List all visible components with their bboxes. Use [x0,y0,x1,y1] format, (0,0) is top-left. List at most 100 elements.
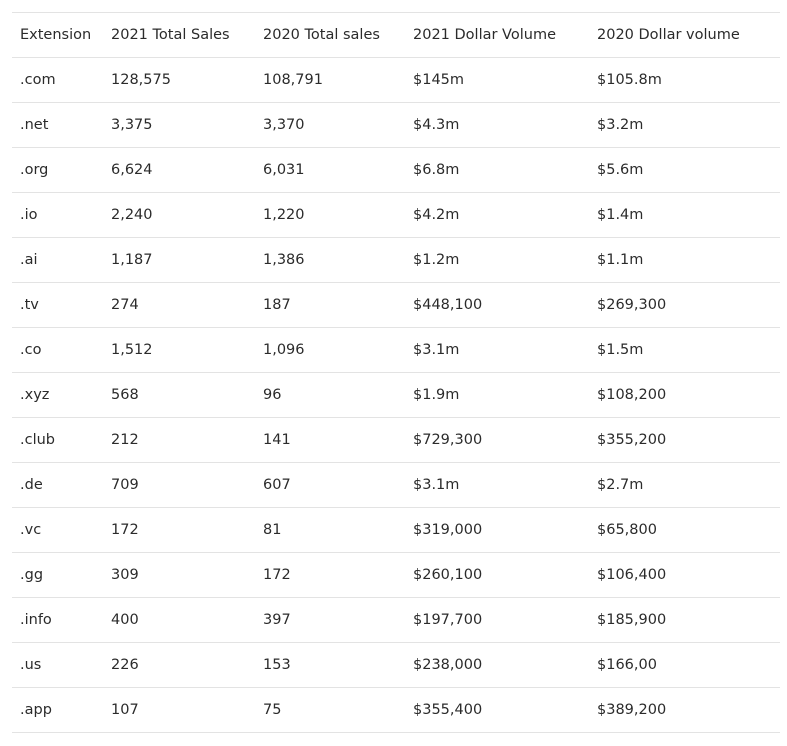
cell-2020-dollar-volume: $1.4m [589,192,780,238]
cell-2021-total-sales: 6,624 [103,147,255,193]
cell-extension: .com [12,57,103,103]
cell-2020-dollar-volume: $106,400 [589,552,780,598]
table-row: .co 1,512 1,096 $3.1m $1.5m [12,327,780,373]
table-header: Extension 2021 Total Sales 2020 Total sa… [12,12,780,58]
cell-2020-dollar-volume: $389,200 [589,687,780,733]
cell-extension: .us [12,642,103,688]
cell-2020-total-sales: 397 [255,597,405,643]
cell-extension: .app [12,687,103,733]
table-row: .xyz 568 96 $1.9m $108,200 [12,372,780,418]
table-row: .gg 309 172 $260,100 $106,400 [12,552,780,598]
cell-2020-dollar-volume: $5.6m [589,147,780,193]
cell-2021-dollar-volume: $448,100 [405,282,589,328]
cell-2021-total-sales: 400 [103,597,255,643]
cell-2021-total-sales: 568 [103,372,255,418]
cell-2020-dollar-volume: $1.1m [589,237,780,283]
cell-2021-dollar-volume: $729,300 [405,417,589,463]
cell-2021-dollar-volume: $3.1m [405,327,589,373]
table-row: .org 6,624 6,031 $6.8m $5.6m [12,147,780,193]
cell-2020-total-sales: 1,220 [255,192,405,238]
cell-2020-dollar-volume: $269,300 [589,282,780,328]
cell-2021-total-sales: 3,375 [103,102,255,148]
cell-extension: .de [12,462,103,508]
cell-2021-total-sales: 128,575 [103,57,255,103]
cell-2020-dollar-volume: $185,900 [589,597,780,643]
cell-extension: .gg [12,552,103,598]
cell-2021-dollar-volume: $1.9m [405,372,589,418]
cell-2021-dollar-volume: $1.2m [405,237,589,283]
cell-2021-total-sales: 274 [103,282,255,328]
table-row: .net 3,375 3,370 $4.3m $3.2m [12,102,780,148]
header-extension: Extension [12,12,103,58]
cell-2021-total-sales: 212 [103,417,255,463]
cell-2020-total-sales: 153 [255,642,405,688]
cell-extension: .ai [12,237,103,283]
cell-2020-total-sales: 172 [255,552,405,598]
cell-2020-total-sales: 75 [255,687,405,733]
cell-extension: .info [12,597,103,643]
cell-extension: .vc [12,507,103,553]
cell-2020-dollar-volume: $108,200 [589,372,780,418]
cell-2021-total-sales: 709 [103,462,255,508]
cell-2020-total-sales: 1,386 [255,237,405,283]
cell-extension: .xyz [12,372,103,418]
cell-2021-dollar-volume: $260,100 [405,552,589,598]
cell-2020-total-sales: 141 [255,417,405,463]
cell-2021-dollar-volume: $145m [405,57,589,103]
cell-2021-dollar-volume: $4.2m [405,192,589,238]
domain-sales-table: Extension 2021 Total Sales 2020 Total sa… [12,12,780,733]
cell-extension: .io [12,192,103,238]
table-row: .io 2,240 1,220 $4.2m $1.4m [12,192,780,238]
header-2021-total-sales: 2021 Total Sales [103,12,255,58]
table-body: .com 128,575 108,791 $145m $105.8m .net 3,375 3… [12,57,780,733]
cell-2021-total-sales: 2,240 [103,192,255,238]
cell-2020-dollar-volume: $3.2m [589,102,780,148]
cell-2021-dollar-volume: $355,400 [405,687,589,733]
cell-2020-dollar-volume: $355,200 [589,417,780,463]
cell-2021-total-sales: 1,187 [103,237,255,283]
table-row: .tv 274 187 $448,100 $269,300 [12,282,780,328]
cell-2020-dollar-volume: $2.7m [589,462,780,508]
cell-2020-total-sales: 81 [255,507,405,553]
table-row: .com 128,575 108,791 $145m $105.8m [12,57,780,103]
table-row: .ai 1,187 1,386 $1.2m $1.1m [12,237,780,283]
cell-2021-total-sales: 172 [103,507,255,553]
cell-2021-dollar-volume: $319,000 [405,507,589,553]
cell-2021-dollar-volume: $238,000 [405,642,589,688]
cell-2020-total-sales: 187 [255,282,405,328]
cell-2020-dollar-volume: $1.5m [589,327,780,373]
cell-extension: .net [12,102,103,148]
cell-2021-total-sales: 226 [103,642,255,688]
header-2020-total-sales: 2020 Total sales [255,12,405,58]
cell-2020-dollar-volume: $65,800 [589,507,780,553]
cell-2020-total-sales: 607 [255,462,405,508]
cell-extension: .tv [12,282,103,328]
table-row: .vc 172 81 $319,000 $65,800 [12,507,780,553]
cell-extension: .co [12,327,103,373]
cell-2021-total-sales: 107 [103,687,255,733]
cell-2020-total-sales: 108,791 [255,57,405,103]
cell-2020-total-sales: 96 [255,372,405,418]
table-row: .info 400 397 $197,700 $185,900 [12,597,780,643]
table-row: .app 107 75 $355,400 $389,200 [12,687,780,733]
cell-2020-total-sales: 1,096 [255,327,405,373]
header-2020-dollar-volume: 2020 Dollar volume [589,12,780,58]
cell-2021-dollar-volume: $4.3m [405,102,589,148]
cell-2021-dollar-volume: $197,700 [405,597,589,643]
cell-2021-dollar-volume: $6.8m [405,147,589,193]
cell-2020-total-sales: 3,370 [255,102,405,148]
header-row: Extension 2021 Total Sales 2020 Total sa… [12,12,780,58]
cell-2020-dollar-volume: $105.8m [589,57,780,103]
table-row: .us 226 153 $238,000 $166,00 [12,642,780,688]
domain-sales-table-container: Extension 2021 Total Sales 2020 Total sa… [12,12,780,733]
cell-extension: .club [12,417,103,463]
cell-2021-total-sales: 309 [103,552,255,598]
cell-extension: .org [12,147,103,193]
cell-2020-total-sales: 6,031 [255,147,405,193]
header-2021-dollar-volume: 2021 Dollar Volume [405,12,589,58]
table-row: .de 709 607 $3.1m $2.7m [12,462,780,508]
cell-2021-dollar-volume: $3.1m [405,462,589,508]
cell-2020-dollar-volume: $166,00 [589,642,780,688]
table-row: .club 212 141 $729,300 $355,200 [12,417,780,463]
cell-2021-total-sales: 1,512 [103,327,255,373]
